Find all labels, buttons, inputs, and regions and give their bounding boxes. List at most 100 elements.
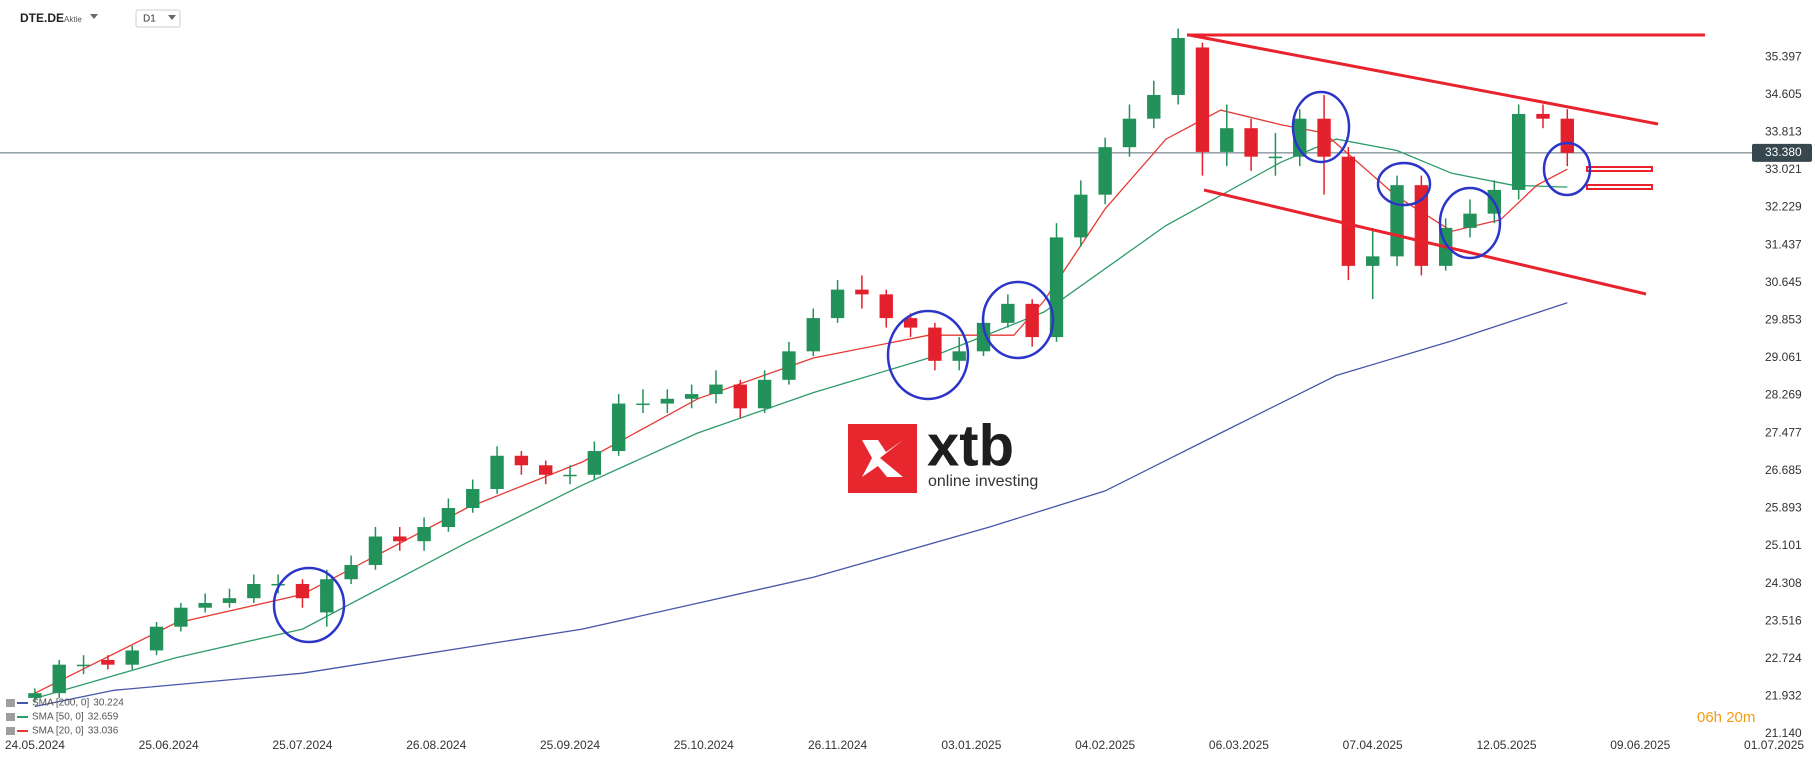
legend-name: SMA [50, 0] xyxy=(32,712,84,723)
level-marker xyxy=(1586,166,1653,172)
candle-body xyxy=(247,583,261,599)
legend-name: SMA [20, 0] xyxy=(32,726,84,737)
candle-body xyxy=(344,564,358,580)
timeframe[interactable]: D1 xyxy=(143,14,156,25)
dropdown-arrow[interactable] xyxy=(168,15,176,20)
candle-body xyxy=(198,602,212,608)
highlight-circle xyxy=(1542,141,1592,197)
countdown-timer: 06h 20m xyxy=(1697,709,1755,726)
x-tick-label: 26.08.2024 xyxy=(406,738,466,752)
y-tick-label: 35.397 xyxy=(1765,49,1802,63)
y-tick-label: 23.516 xyxy=(1765,613,1802,627)
y-tick-label: 31.437 xyxy=(1765,237,1802,251)
candle-body xyxy=(539,465,553,475)
annotations xyxy=(272,33,1705,644)
highlight-circle xyxy=(1438,186,1502,260)
candle-body xyxy=(1317,118,1331,157)
x-tick-label: 07.04.2025 xyxy=(1343,738,1403,752)
symbol[interactable]: DTE.DE xyxy=(20,11,64,25)
candle-body xyxy=(1268,156,1283,159)
candle-body xyxy=(1098,147,1112,195)
candle-body xyxy=(393,536,407,542)
highlight-circle xyxy=(981,280,1055,360)
candle-body xyxy=(417,526,431,542)
candle-body xyxy=(709,384,723,395)
candle-body xyxy=(1147,94,1161,119)
channel-lower xyxy=(1203,188,1647,296)
x-tick-label: 25.09.2024 xyxy=(540,738,600,752)
candle-body xyxy=(28,693,42,698)
candle-body xyxy=(1366,256,1380,266)
candle-body xyxy=(1244,128,1258,157)
highlight-circle xyxy=(272,566,346,644)
tagline: online investing xyxy=(928,473,1038,490)
logo-mark xyxy=(862,440,903,477)
brand: xtb xyxy=(927,413,1014,478)
candle-body xyxy=(222,598,237,603)
level-marker xyxy=(1586,184,1653,190)
candle-body xyxy=(295,583,310,599)
highlight-circle xyxy=(1291,90,1351,164)
x-tick-label: 25.06.2024 xyxy=(139,738,199,752)
y-tick-label: 33.813 xyxy=(1765,124,1802,138)
candle-body xyxy=(757,379,772,409)
candle-body xyxy=(1511,113,1526,190)
candle-body xyxy=(806,318,820,352)
candle-body xyxy=(466,489,480,509)
candle-body xyxy=(660,398,675,404)
legend-icon xyxy=(6,727,15,735)
y-tick-label: 25.101 xyxy=(1765,538,1802,552)
candle-body xyxy=(1025,303,1039,338)
candle-body xyxy=(611,403,626,452)
legend-value: 30.224 xyxy=(93,698,124,709)
candle-body xyxy=(514,455,529,466)
y-tick-label: 29.061 xyxy=(1765,350,1802,364)
sma-line xyxy=(34,302,1568,708)
candle-body xyxy=(1220,128,1234,152)
y-tick-label: 21.140 xyxy=(1765,726,1802,740)
y-tick-label: 21.932 xyxy=(1765,689,1802,703)
legend-icon xyxy=(6,713,15,721)
candle-body xyxy=(1390,185,1404,257)
candle-body xyxy=(563,474,577,477)
candle-body xyxy=(928,327,942,361)
y-tick-label: 30.645 xyxy=(1765,275,1802,289)
dropdown-arrow[interactable] xyxy=(90,14,98,19)
candle-body xyxy=(174,607,188,627)
candle-body xyxy=(684,394,699,399)
watermark: xtb online investing xyxy=(848,413,1038,493)
x-tick-label: 04.02.2025 xyxy=(1075,738,1135,752)
header: DTE.DE Aktie D1 xyxy=(20,9,181,28)
timeframe-box[interactable] xyxy=(135,9,181,28)
x-tick-label: 06.03.2025 xyxy=(1209,738,1269,752)
candle-body xyxy=(733,384,747,409)
candle-body xyxy=(441,508,456,527)
candle-body xyxy=(320,579,334,613)
last-price-label: 33.380 xyxy=(1765,145,1802,159)
highlight-circle xyxy=(1376,161,1432,207)
y-tick-label: 32.229 xyxy=(1765,200,1802,214)
x-tick-label: 26.11.2024 xyxy=(808,738,867,752)
x-tick-label: 25.07.2024 xyxy=(272,738,332,752)
y-tick-label: 26.685 xyxy=(1765,463,1802,477)
candle-body xyxy=(1463,213,1477,228)
candle-body xyxy=(782,351,796,380)
x-tick-label: 12.05.2025 xyxy=(1476,738,1536,752)
y-tick-label: 24.308 xyxy=(1765,576,1802,590)
candle-body xyxy=(125,650,139,665)
y-tick-label: 22.724 xyxy=(1765,651,1802,665)
y-tick-label: 28.269 xyxy=(1765,388,1802,402)
x-tick-label: 24.05.2024 xyxy=(5,738,65,752)
candle-body xyxy=(636,403,650,406)
y-tick-label: 27.477 xyxy=(1765,425,1802,439)
candle-body xyxy=(1341,156,1356,266)
x-tick-label: 09.06.2025 xyxy=(1610,738,1670,752)
candle-body xyxy=(879,294,893,319)
candle-body xyxy=(52,664,66,694)
candle-body xyxy=(1074,194,1088,238)
candle-body xyxy=(271,583,285,586)
candle-body xyxy=(368,536,383,565)
candle-body xyxy=(1001,303,1015,323)
